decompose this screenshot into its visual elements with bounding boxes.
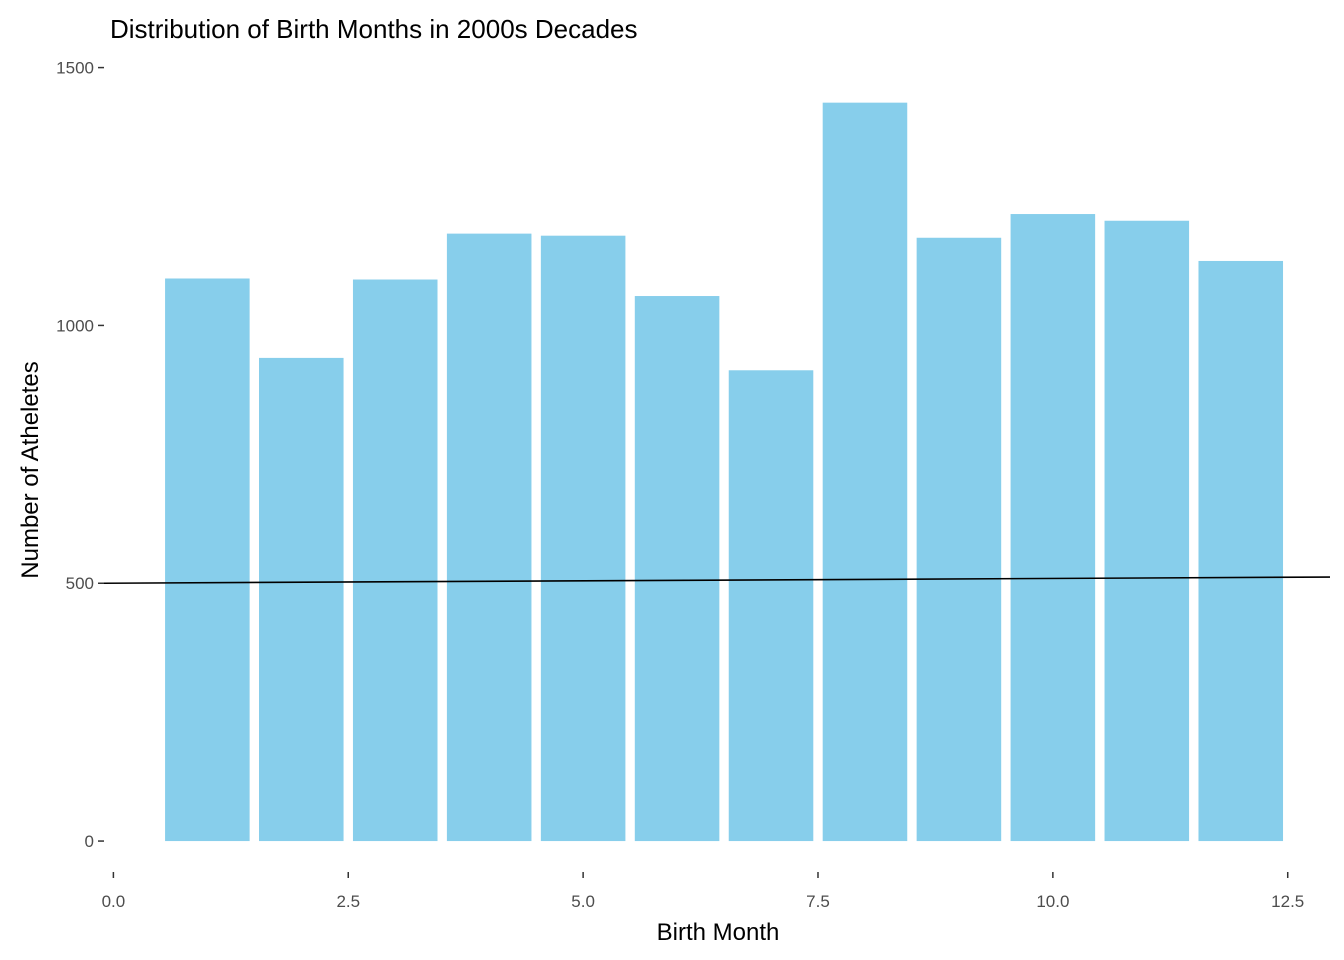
x-tick-label: 7.5	[806, 892, 830, 911]
y-tick-label: 0	[85, 832, 94, 851]
bars-group	[165, 102, 1284, 842]
chart-title: Distribution of Birth Months in 2000s De…	[110, 14, 638, 44]
x-axis: 0.0 2.5 5.0 7.5 10.0 12.5	[102, 872, 1304, 911]
x-tick-label: 10.0	[1036, 892, 1069, 911]
bar-month-2	[259, 357, 344, 842]
bar-month-7	[728, 370, 814, 842]
x-tick-label: 5.0	[571, 892, 595, 911]
y-axis-title: Number of Atheletes	[17, 361, 44, 578]
bar-month-5	[540, 235, 626, 842]
y-axis: 0 500 1000 1500	[56, 59, 104, 851]
trend-line	[103, 576, 1331, 585]
bar-month-1	[165, 278, 250, 842]
bar-month-4	[446, 233, 532, 842]
bar-month-9	[916, 237, 1002, 842]
x-tick-label: 0.0	[102, 892, 126, 911]
bar-month-10	[1010, 214, 1096, 842]
bar-month-3	[352, 279, 438, 842]
x-axis-title: Birth Month	[657, 919, 780, 946]
y-tick-label: 1500	[56, 59, 94, 78]
x-tick-label: 12.5	[1271, 892, 1304, 911]
bar-month-12	[1198, 260, 1284, 842]
y-tick-label: 1000	[56, 316, 94, 335]
y-tick-label: 500	[66, 574, 94, 593]
bar-month-11	[1104, 220, 1190, 842]
x-tick-label: 2.5	[336, 892, 360, 911]
bar-month-8	[822, 102, 908, 842]
bar-month-6	[634, 296, 720, 842]
